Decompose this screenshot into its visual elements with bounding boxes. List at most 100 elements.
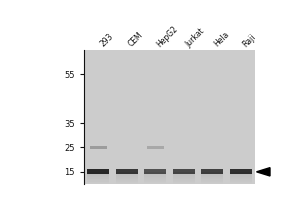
Bar (87, 179, 110, 180)
Bar (172, 179, 195, 180)
Bar (116, 179, 138, 180)
Bar (144, 182, 167, 183)
Bar (116, 176, 138, 177)
Bar (116, 180, 138, 182)
Bar (116, 174, 138, 175)
Bar (172, 178, 195, 179)
Bar (116, 175, 138, 176)
Bar (230, 174, 252, 175)
Bar (172, 175, 195, 176)
Bar (87, 177, 110, 179)
Bar (230, 181, 252, 182)
Bar (144, 179, 167, 180)
Bar (87, 183, 110, 185)
Polygon shape (256, 168, 270, 176)
Bar (172, 181, 195, 182)
Bar (144, 173, 167, 174)
Bar (201, 178, 224, 179)
Bar (144, 175, 167, 176)
Bar (144, 177, 167, 179)
Bar (230, 173, 252, 174)
Bar (116, 172, 138, 173)
Bar (230, 176, 252, 177)
Bar (87, 174, 110, 175)
Bar (87, 174, 110, 175)
Bar (230, 172, 252, 173)
Bar (87, 175, 110, 176)
Bar (144, 180, 167, 181)
Bar (172, 183, 195, 184)
Bar (201, 173, 224, 174)
Bar (116, 177, 138, 179)
Bar (201, 180, 224, 181)
Bar (230, 174, 252, 175)
Bar (201, 175, 224, 177)
Bar (87, 181, 110, 182)
Bar (147, 146, 164, 149)
Bar (116, 174, 138, 175)
Bar (230, 183, 252, 184)
Bar (201, 172, 224, 174)
Bar (230, 177, 252, 179)
Bar (144, 169, 167, 174)
Bar (201, 177, 224, 178)
Bar (172, 177, 195, 179)
Bar (90, 146, 107, 149)
Bar (87, 173, 110, 174)
Bar (201, 176, 224, 177)
Bar (201, 180, 224, 182)
Bar (116, 179, 138, 180)
Bar (87, 175, 110, 177)
Bar (116, 183, 138, 184)
Bar (87, 169, 110, 174)
Bar (172, 182, 195, 183)
Bar (144, 174, 167, 175)
Bar (144, 180, 167, 182)
Bar (230, 178, 252, 179)
Bar (144, 181, 167, 182)
Bar (230, 183, 252, 185)
Bar (116, 178, 138, 179)
Bar (87, 179, 110, 180)
Bar (144, 174, 167, 175)
Bar (87, 178, 110, 179)
Bar (116, 182, 138, 183)
Bar (230, 180, 252, 181)
Bar (172, 172, 195, 173)
Bar (144, 177, 167, 178)
Bar (172, 180, 195, 181)
Bar (201, 183, 224, 184)
Bar (201, 177, 224, 179)
Bar (201, 172, 224, 173)
Bar (87, 180, 110, 181)
Bar (172, 169, 195, 174)
Bar (144, 172, 167, 174)
Bar (230, 172, 252, 174)
Bar (116, 172, 138, 174)
Bar (144, 176, 167, 177)
Bar (87, 172, 110, 173)
Bar (172, 177, 195, 178)
Bar (144, 172, 167, 173)
Bar (172, 176, 195, 177)
Bar (201, 179, 224, 180)
Bar (172, 172, 195, 174)
Bar (201, 174, 224, 175)
Bar (116, 182, 138, 183)
Bar (87, 180, 110, 182)
Bar (144, 183, 167, 185)
Bar (116, 183, 138, 185)
Bar (201, 181, 224, 182)
Bar (172, 183, 195, 185)
Bar (144, 182, 167, 183)
Bar (230, 179, 252, 180)
Bar (230, 182, 252, 183)
Bar (144, 179, 167, 180)
Bar (116, 173, 138, 174)
Bar (172, 182, 195, 183)
Bar (87, 182, 110, 183)
Bar (230, 169, 252, 174)
Bar (116, 177, 138, 178)
Bar (230, 180, 252, 182)
Bar (201, 174, 224, 175)
